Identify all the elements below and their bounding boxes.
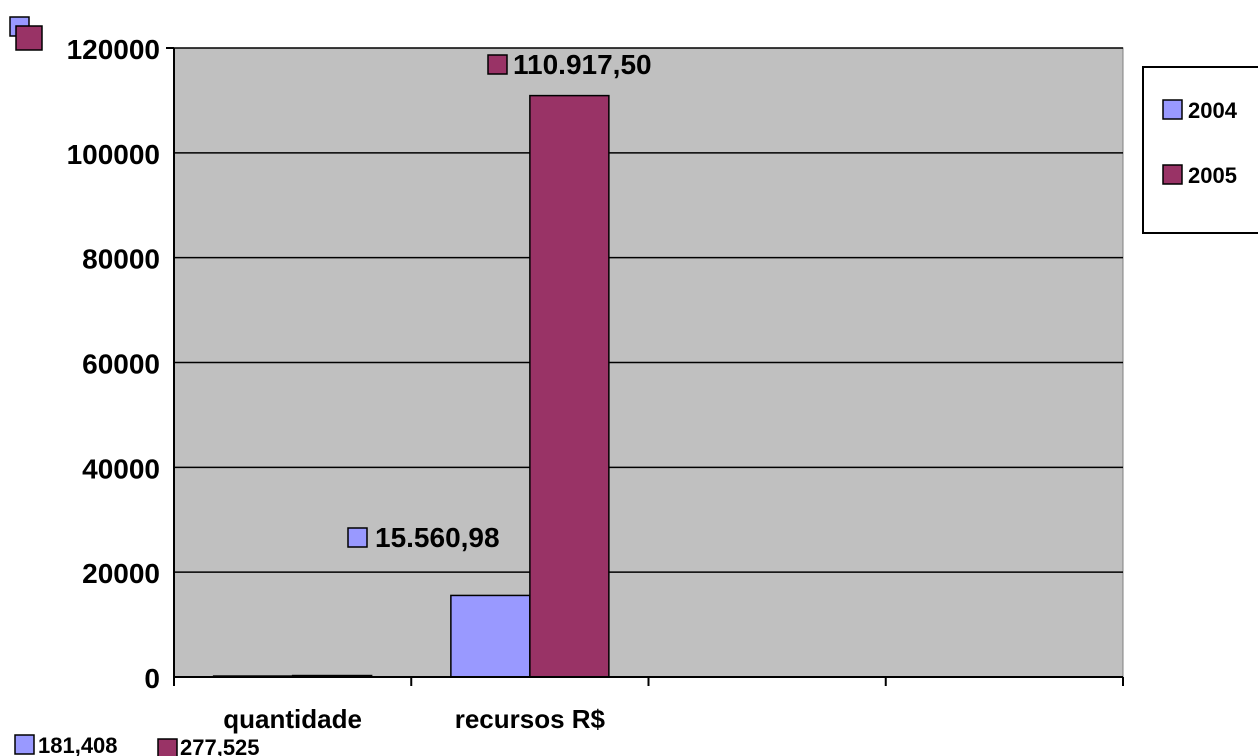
legend-swatch-2005 xyxy=(1162,164,1183,185)
legend: 2004 2005 xyxy=(1142,66,1258,234)
y-tick-label: 120000 xyxy=(67,34,160,65)
x-tick-label: quantidade xyxy=(223,704,362,734)
bar-2005-1 xyxy=(529,94,610,678)
data-label: 181,408 xyxy=(38,733,118,756)
y-tick-labels: 0 20000 40000 60000 80000 100000 120000 xyxy=(67,34,160,694)
x-tick-label: recursos R$ xyxy=(455,704,606,734)
bars xyxy=(212,94,610,678)
data-label: 277,525 xyxy=(180,735,260,756)
data-label: 110.917,50 xyxy=(513,49,652,80)
data-label-swatch xyxy=(15,25,43,51)
legend-box xyxy=(1142,66,1258,234)
y-tick-label: 20000 xyxy=(82,558,160,589)
legend-label-2004: 2004 xyxy=(1188,98,1238,123)
y-tick-label: 80000 xyxy=(82,244,160,275)
data-label-swatch xyxy=(347,527,368,548)
data-labels: 181,408 277,525 15.560,98 110.917,50 xyxy=(9,16,652,756)
data-label: 15.560,98 xyxy=(375,522,500,553)
y-tick-label: 0 xyxy=(144,663,160,694)
gridlines xyxy=(174,47,1123,573)
y-tick-label: 40000 xyxy=(82,453,160,484)
bar-2004-1 xyxy=(450,594,531,678)
legend-swatch-2004 xyxy=(1162,99,1183,120)
legend-label-2005: 2005 xyxy=(1188,163,1237,188)
y-tick-label: 100000 xyxy=(67,139,160,170)
y-tick-label: 60000 xyxy=(82,349,160,380)
data-label-swatch xyxy=(487,54,508,75)
data-label-swatch xyxy=(157,738,178,756)
axes xyxy=(166,47,1124,686)
data-label-swatch xyxy=(14,734,35,755)
x-tick-labels: quantidade recursos R$ xyxy=(223,704,605,734)
